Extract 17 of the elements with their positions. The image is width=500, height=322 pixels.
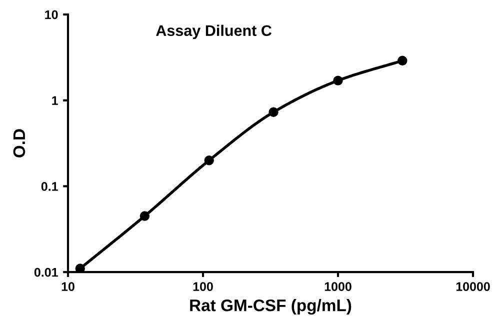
- x-tick-label: 100: [193, 282, 213, 291]
- x-tick-label: 10: [62, 282, 74, 291]
- point: [75, 264, 85, 272]
- point: [204, 156, 214, 166]
- y-axis-title: O.D: [13, 129, 26, 158]
- y-tick-label: 10: [45, 10, 58, 20]
- point: [398, 56, 408, 66]
- point: [140, 211, 150, 221]
- x-tick-label: 10000: [456, 282, 490, 291]
- x-axis-title: Rat GM-CSF (pg/mL): [190, 299, 352, 315]
- x-tick-label: 1000: [324, 282, 352, 291]
- y-tick-label: 1: [52, 96, 58, 105]
- y-tick-label: 0.01: [34, 268, 58, 277]
- y-tick-label: 0.1: [41, 182, 58, 191]
- text: Assay Diluent C: [156, 24, 272, 40]
- point: [268, 107, 278, 117]
- point: [333, 76, 343, 86]
